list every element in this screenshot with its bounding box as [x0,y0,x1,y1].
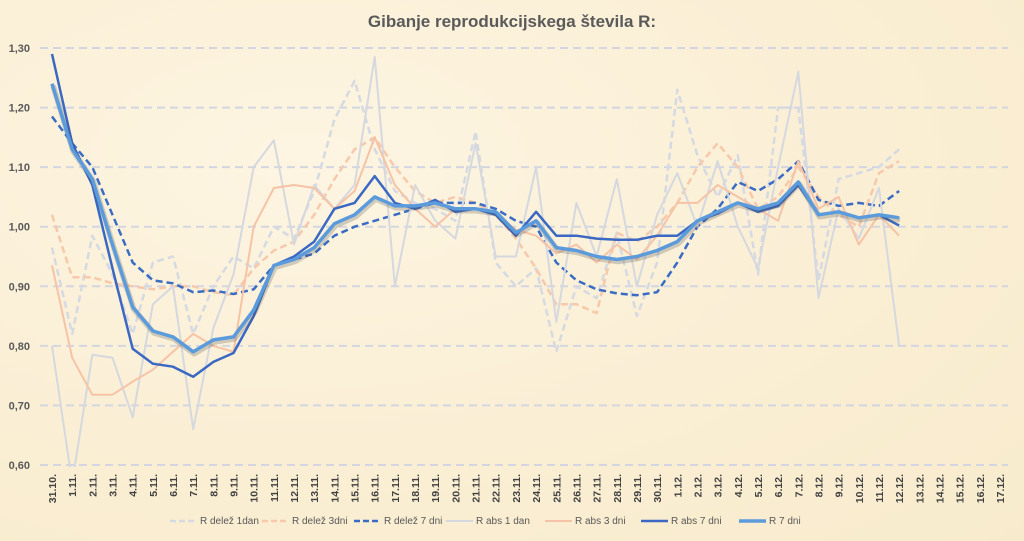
legend-label: R abs 7 dni [671,516,722,527]
series-shadow [50,84,901,357]
chart-title: Gibanje reprodukcijskega števila R: [367,12,657,31]
x-tick-label: 21.11. [471,474,483,503]
x-tick-label: 8.11. [208,474,220,497]
x-tick-label: 26.11. [571,474,583,503]
x-tick-label: 18.11. [410,474,422,503]
x-tick-label: 3.11. [108,474,120,497]
x-tick-label: 9.11. [229,474,241,497]
y-tick-label: 0,60 [9,460,30,472]
x-tick-label: 10.12. [854,474,866,503]
x-tick-label: 4.11. [128,474,140,497]
x-tick-label: 8.12. [813,474,825,497]
x-tick-label: 5.12. [753,474,765,497]
x-tick-label: 17.12. [995,474,1007,503]
x-tick-label: 2.11. [87,474,99,497]
x-tick-label: 17.11. [390,474,402,503]
x-tick-label: 30.11. [652,474,664,503]
x-tick-label: 19.11. [430,474,442,503]
legend-label: R delež 1dan [200,516,259,527]
y-tick-label: 0,70 [9,400,30,412]
x-tick-label: 25.11. [551,474,563,503]
x-tick-label: 9.12. [834,474,846,497]
x-tick-label: 14.12. [934,474,946,503]
x-tick-label: 2.12. [692,474,704,497]
series-line-r-abs-1-dan [51,55,901,467]
x-tick-label: 6.11. [168,474,180,497]
y-tick-label: 0,80 [9,341,30,353]
series-line-r-delež-1dan [50,79,900,354]
x-tick-label: 13.12. [914,474,926,503]
y-tick-label: 1,20 [9,103,30,115]
x-tick-label: 22.11. [491,474,503,503]
x-tick-label: 15.12. [955,474,967,503]
x-tick-label: 13.11. [309,474,321,503]
y-tick-label: 1,10 [9,162,30,174]
x-tick-label: 1.12. [672,474,684,497]
x-tick-label: 29.11. [632,474,644,503]
x-tick-label: 1.11. [67,474,79,497]
legend-label: R abs 1 dan [476,516,530,527]
x-tick-label: 27.11. [592,474,604,503]
x-tick-label: 12.12. [894,474,906,503]
x-tick-label: 10.11. [249,474,261,503]
y-tick-label: 0,90 [9,281,30,293]
x-tick-label: 28.11. [612,474,624,503]
x-tick-label: 20.11. [450,474,462,503]
x-tick-label: 4.12. [733,474,745,497]
x-tick-label: 6.12. [773,474,785,497]
legend-label: R abs 3 dni [575,516,626,527]
x-tick-label: 16.11. [370,474,382,503]
series-group [50,53,901,467]
x-tick-label: 16.12. [975,474,987,503]
x-tick-label: 11.11. [269,474,281,502]
x-tick-label: 5.11. [148,474,160,497]
legend-label: R delež 3dni [292,516,348,527]
legend-label: R delež 7 dni [384,516,442,527]
series-line-r-7-dni [50,83,900,354]
x-tick-label: 31.10. [47,474,59,503]
x-tick-label: 14.11. [329,474,341,503]
y-tick-label: 1,00 [9,222,30,234]
x-tick-label: 11.12. [874,474,886,503]
x-tick-label: 12.11. [289,474,301,503]
x-tick-label: 23.11. [511,474,523,503]
y-tick-label: 1,30 [9,43,30,55]
legend-label: R 7 dni [769,516,801,527]
x-tick-label: 7.11. [188,474,200,497]
x-tick-label: 24.11. [531,474,543,503]
series-line-r-delež-7-dni [51,115,900,297]
x-tick-label: 3.12. [713,474,725,497]
series-line-r-abs-3-dni [51,136,900,396]
x-tick-label: 7.12. [793,474,805,497]
x-tick-label: 15.11. [350,474,362,503]
